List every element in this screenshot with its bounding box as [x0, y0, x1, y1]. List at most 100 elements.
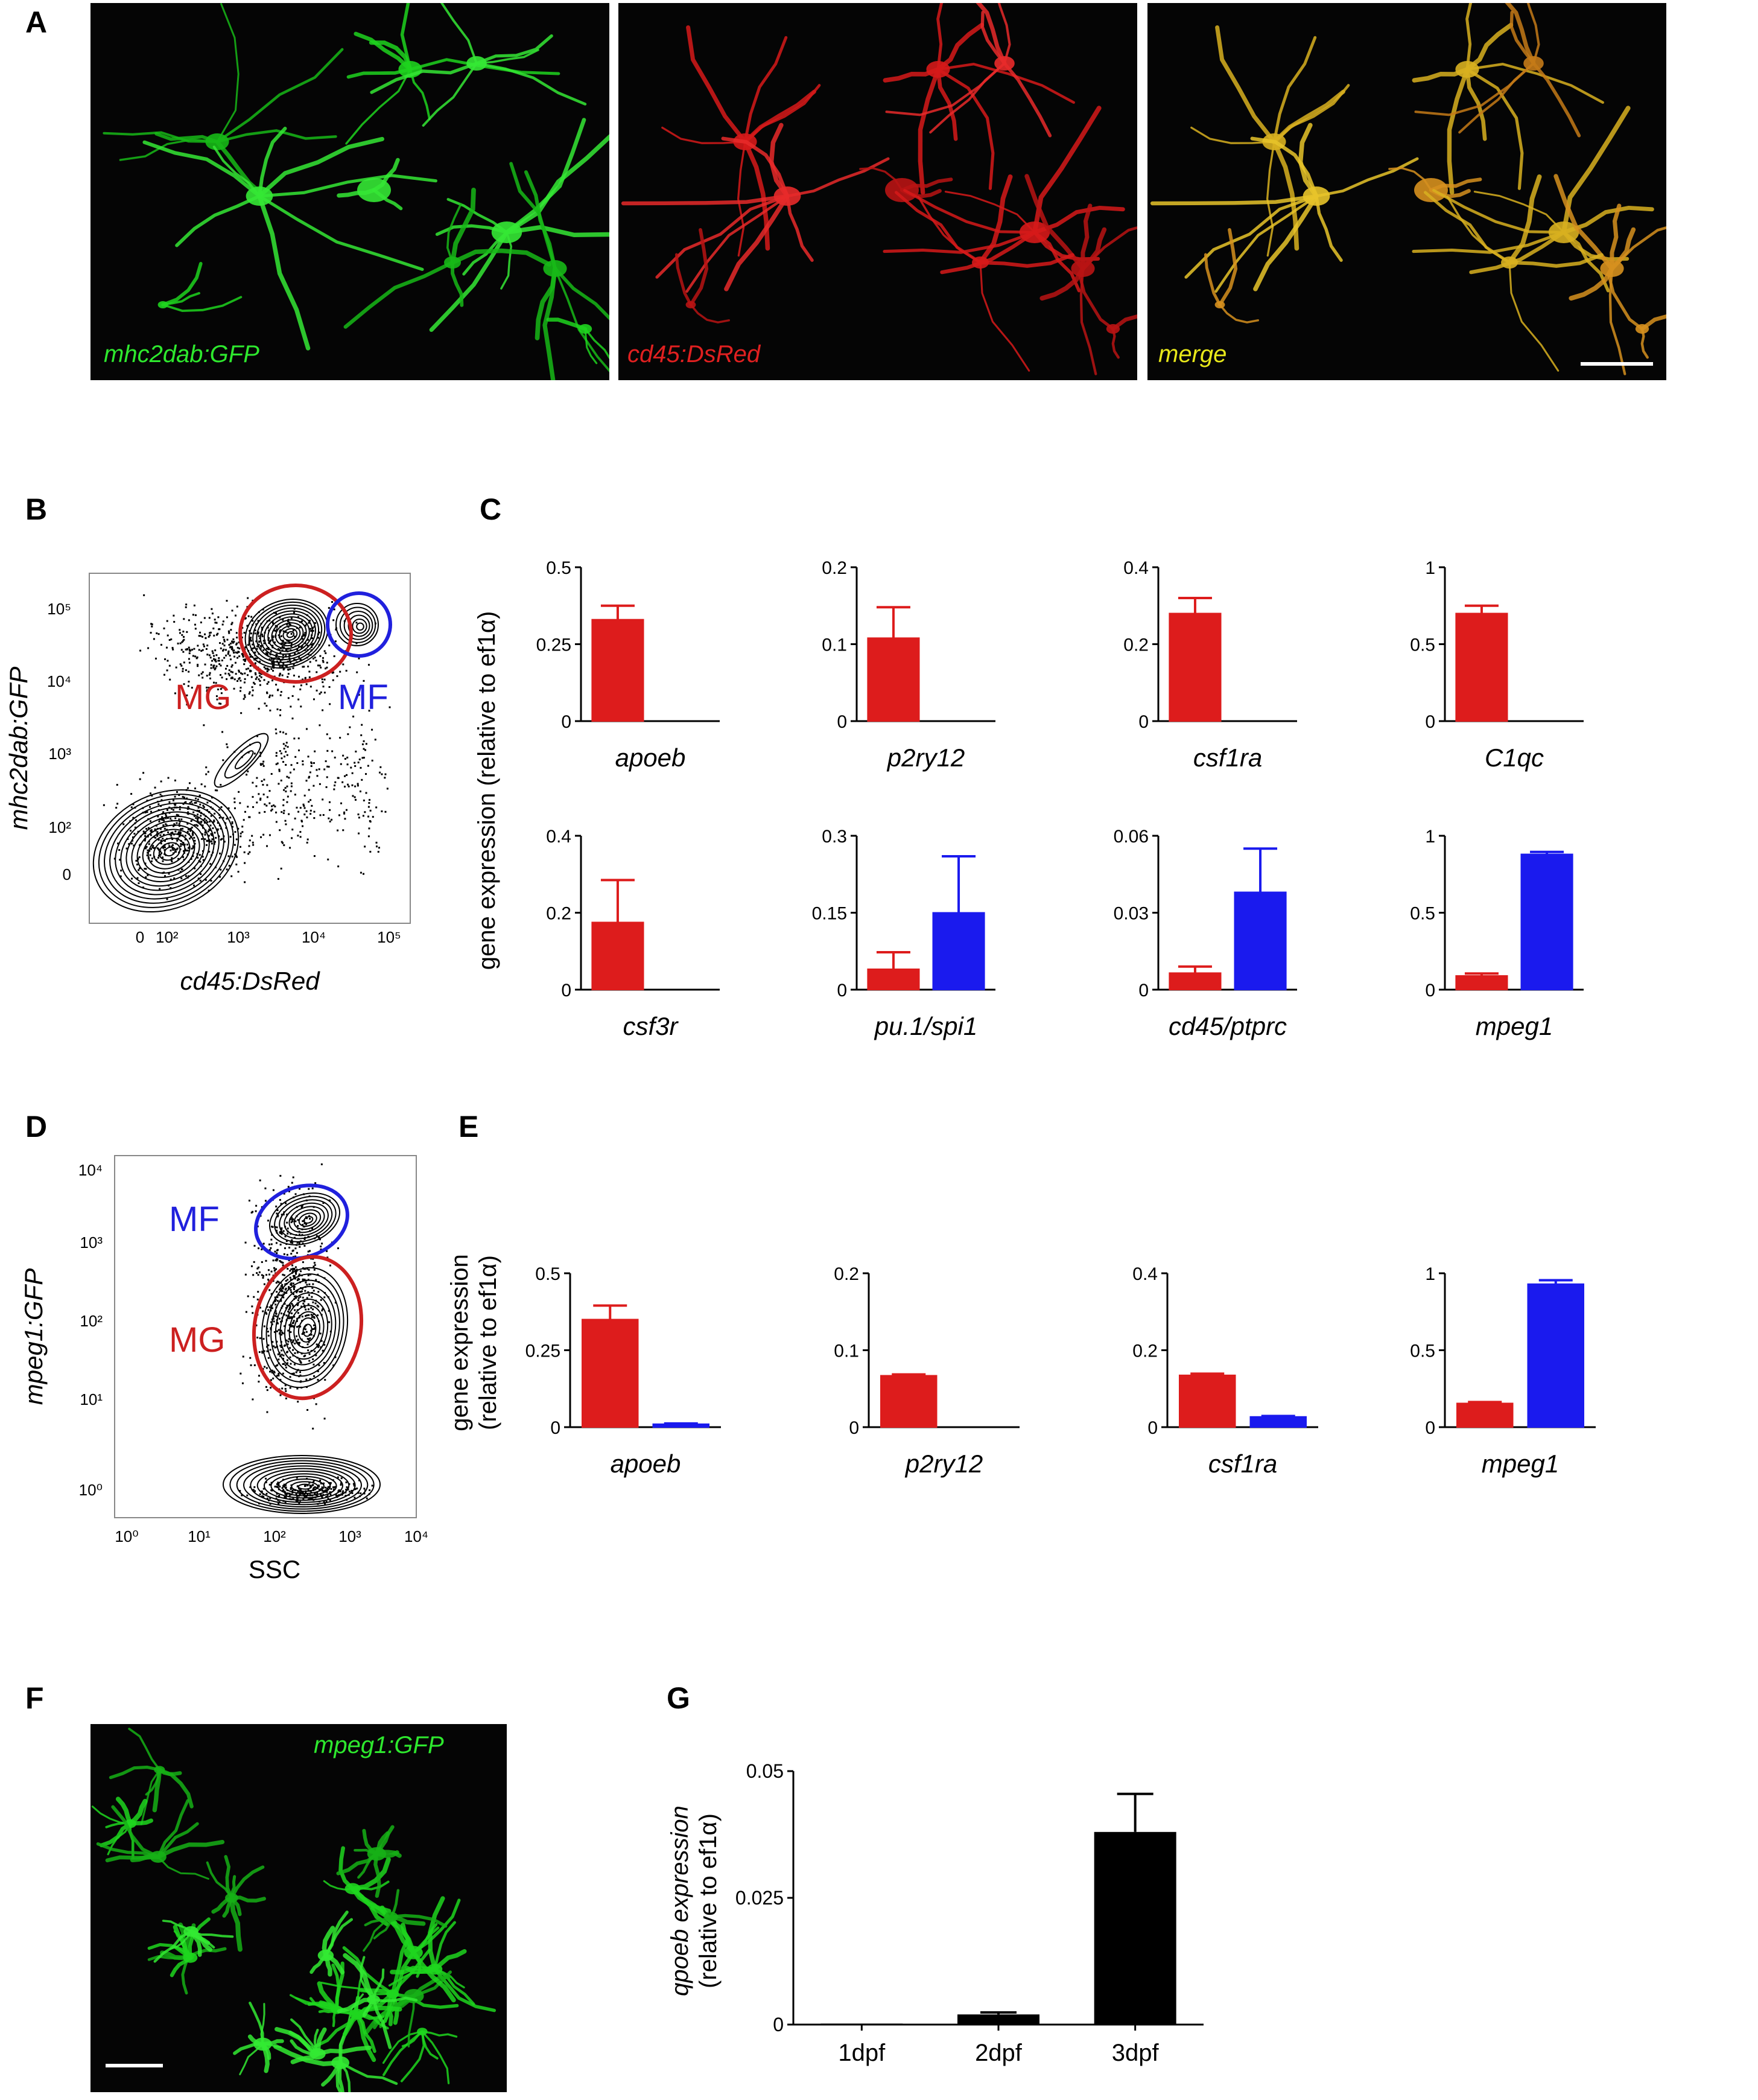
contour-ring — [339, 606, 376, 643]
event-dot — [147, 849, 149, 851]
cell-process — [1509, 10, 1535, 65]
cell-process — [1507, 174, 1542, 265]
event-dot — [329, 1264, 331, 1267]
event-dot — [280, 779, 282, 781]
event-dot — [241, 831, 244, 833]
event-dot — [320, 1346, 322, 1349]
cell-process — [229, 1895, 243, 1952]
event-dot — [358, 758, 361, 760]
x-label: csf1ra — [1193, 743, 1262, 772]
event-dot — [282, 798, 285, 801]
event-dot — [211, 842, 213, 845]
event-dot — [309, 628, 312, 630]
event-dot — [328, 801, 331, 803]
cell-process — [1204, 253, 1222, 307]
event-dot — [264, 1366, 266, 1368]
event-dot — [157, 803, 160, 806]
event-dot — [264, 667, 267, 670]
contour-ring — [268, 1192, 341, 1246]
cell — [1190, 25, 1350, 257]
event-dot — [277, 657, 279, 660]
event-dot — [258, 1247, 260, 1250]
event-dot — [181, 634, 183, 636]
event-dot — [267, 681, 270, 683]
cell-process — [1315, 157, 1419, 198]
event-dot — [204, 785, 206, 788]
event-dot — [298, 1316, 300, 1319]
event-dot — [303, 807, 306, 809]
event-dot — [355, 642, 358, 644]
event-dot — [299, 688, 302, 690]
cell-process — [411, 1975, 451, 1998]
event-dot — [222, 620, 224, 623]
event-dot — [226, 746, 229, 748]
event-dot — [275, 654, 278, 656]
y-tick-label: 0 — [837, 981, 847, 1001]
event-dot — [255, 678, 257, 680]
event-dot — [178, 818, 180, 821]
event-dot — [176, 822, 178, 824]
event-dot — [315, 1403, 317, 1405]
cell — [859, 167, 953, 202]
event-dot — [185, 603, 188, 606]
contour-ring — [243, 1463, 362, 1507]
event-dot — [277, 1499, 279, 1501]
event-dot — [349, 1491, 351, 1493]
cell-process — [363, 1915, 392, 1952]
contour-ring — [347, 614, 370, 637]
cell-process — [690, 304, 730, 323]
event-dot — [313, 784, 315, 787]
contour-ring — [264, 1471, 343, 1501]
y-tick-label: 0.2 — [546, 904, 571, 924]
event-dot — [206, 644, 209, 647]
event-dot — [163, 827, 166, 830]
event-dot — [280, 752, 282, 755]
event-dot — [265, 705, 268, 707]
contour-ring — [250, 1465, 356, 1506]
event-dot — [206, 839, 208, 842]
event-dot — [280, 1334, 282, 1336]
event-dot — [197, 665, 199, 667]
event-dot — [287, 1340, 290, 1343]
event-dot — [319, 664, 321, 667]
event-dot — [202, 856, 204, 858]
event-dot — [266, 1306, 268, 1308]
event-dot — [281, 635, 283, 637]
cell-process — [313, 2028, 319, 2055]
event-dot — [253, 647, 256, 649]
event-dot — [290, 645, 293, 648]
event-dot — [273, 1371, 276, 1373]
event-dot — [298, 1502, 300, 1504]
event-dot — [228, 630, 230, 632]
event-dot — [346, 1487, 349, 1489]
cell-process — [940, 230, 1037, 275]
bar-charts: 00.250.5apoeb00.10.2p2ry1200.20.4csf1ra0… — [525, 558, 1596, 2066]
event-dot — [282, 1262, 284, 1264]
event-dot — [374, 739, 376, 741]
event-dot — [232, 641, 234, 644]
event-dot — [217, 829, 219, 831]
cell-process — [233, 2042, 265, 2055]
event-dot — [309, 799, 312, 801]
event-dot — [304, 1328, 306, 1331]
event-dot — [284, 1492, 287, 1495]
event-dot — [116, 784, 118, 786]
event-dot — [256, 1267, 259, 1270]
event-dot — [268, 834, 271, 836]
event-dot — [259, 1179, 261, 1182]
event-dot — [274, 625, 277, 627]
event-dot — [188, 658, 190, 660]
event-dot — [195, 797, 197, 800]
event-dot — [171, 847, 174, 850]
event-dot — [288, 813, 290, 815]
event-dot — [211, 797, 214, 799]
event-dot — [176, 813, 178, 816]
bar-mf — [1234, 891, 1287, 990]
event-dot — [299, 1325, 302, 1328]
event-dot — [365, 773, 367, 775]
event-dot — [231, 822, 233, 825]
cell-process — [1250, 136, 1319, 199]
event-dot — [210, 664, 212, 666]
event-dot — [312, 1427, 314, 1430]
event-dot — [278, 1501, 281, 1503]
